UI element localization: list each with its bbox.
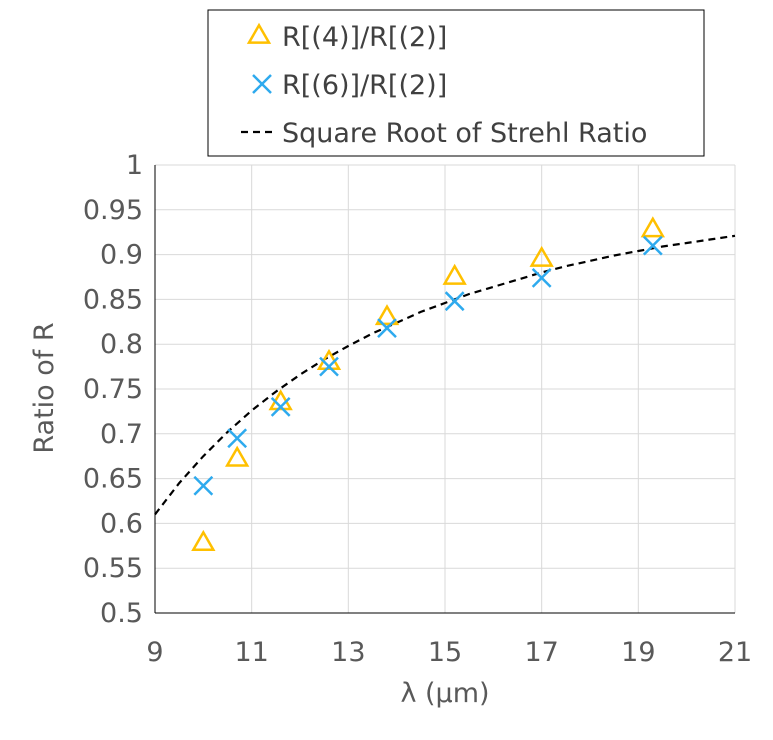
x-tick-label: 15 bbox=[428, 637, 462, 668]
x-axis-title: λ (μm) bbox=[400, 678, 489, 709]
y-tick-label: 0.6 bbox=[100, 508, 143, 539]
legend: R[(4)]/R[(2)] R[(6)]/R[(2)] Square Root … bbox=[207, 9, 705, 157]
legend-box bbox=[207, 9, 705, 157]
data-point-x bbox=[270, 397, 291, 417]
data-point-x bbox=[444, 291, 465, 312]
x-tick-label: 9 bbox=[146, 637, 163, 668]
y-axis-title: Ratio of R bbox=[29, 322, 60, 453]
x-tick-label: 13 bbox=[331, 637, 365, 668]
legend-label-series-2: R[(6)]/R[(2)] bbox=[282, 70, 447, 101]
y-tick-label: 0.9 bbox=[100, 240, 143, 271]
x-tick-label: 11 bbox=[234, 637, 268, 668]
y-tick-label: 0.85 bbox=[83, 284, 143, 315]
series bbox=[154, 216, 736, 551]
data-point-x bbox=[642, 235, 663, 256]
legend-marker-x bbox=[252, 74, 272, 94]
legend-label-series-3: Square Root of Strehl Ratio bbox=[282, 118, 647, 149]
legend-marker-triangle bbox=[246, 22, 272, 44]
data-point-triangle bbox=[640, 216, 665, 238]
data-point-triangle bbox=[225, 445, 250, 467]
x-tick-label: 19 bbox=[621, 637, 655, 668]
legend-label-series-1: R[(4)]/R[(2)] bbox=[282, 22, 447, 53]
y-tick-label: 0.75 bbox=[83, 374, 143, 405]
data-point-x bbox=[531, 268, 552, 288]
data-point-triangle bbox=[374, 304, 400, 326]
x-tick-label: 17 bbox=[524, 637, 558, 668]
x-tick-label: 21 bbox=[718, 637, 752, 668]
data-point-x bbox=[319, 356, 339, 377]
data-point-triangle bbox=[191, 529, 216, 551]
y-tick-label: 0.8 bbox=[100, 329, 143, 360]
series-sqrt-strehl-line bbox=[154, 234, 736, 516]
grid bbox=[155, 164, 736, 613]
axes bbox=[154, 165, 735, 614]
y-tick-label: 0.95 bbox=[83, 195, 143, 226]
y-tick-label: 0.55 bbox=[83, 553, 143, 584]
y-tick-label: 1 bbox=[126, 150, 143, 181]
y-tick-label: 0.5 bbox=[100, 598, 143, 629]
y-tick-label: 0.65 bbox=[83, 464, 143, 495]
data-point-triangle bbox=[442, 263, 467, 285]
y-tick-label: 0.7 bbox=[100, 419, 143, 450]
data-point-x bbox=[193, 475, 214, 496]
data-point-x bbox=[377, 318, 397, 338]
data-point-x bbox=[227, 428, 248, 449]
data-point-triangle bbox=[529, 245, 554, 267]
